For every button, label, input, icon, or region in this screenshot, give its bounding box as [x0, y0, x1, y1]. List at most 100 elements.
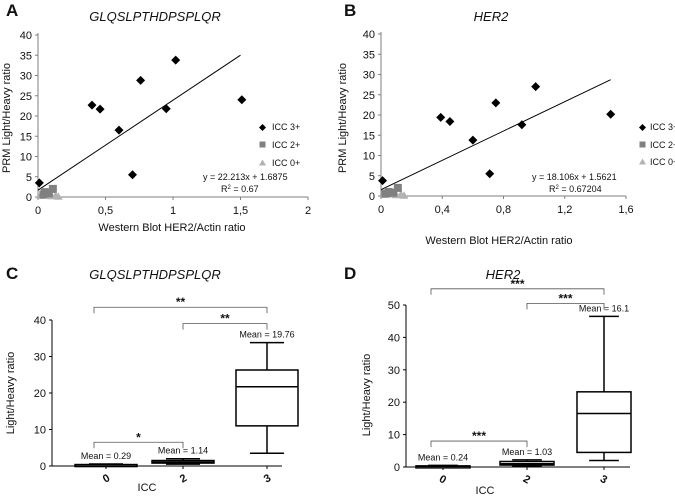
y-tick-label: 0	[40, 461, 46, 473]
significance-bracket	[93, 306, 268, 314]
panel-b-legend-icc2: ICC 2+	[650, 140, 675, 150]
panel-a-letter: A	[6, 1, 18, 20]
panel-b-points	[378, 82, 616, 199]
y-tick-label: 25	[20, 91, 32, 103]
x-tick-label: 0,4	[435, 204, 450, 216]
x-tick-label: 2	[521, 473, 532, 486]
panel-d-title: HER2	[486, 267, 521, 282]
panel-b-letter: B	[344, 1, 356, 20]
panel-d-y-ticks: 0 10 20 30 40 50	[388, 300, 406, 474]
panel-b-r2: R2 = 0.67204	[549, 184, 602, 194]
y-tick-label: 20	[34, 388, 46, 400]
data-point-icc0	[399, 191, 409, 199]
panel-d-significance: *** *** ***	[430, 277, 605, 448]
x-tick-label: 0	[101, 472, 112, 485]
data-point-icc3	[136, 75, 146, 85]
panel-c-means: Mean = 0.29 Mean = 1.14 Mean = 19.76	[81, 330, 295, 461]
y-tick-label: 0	[26, 192, 32, 204]
panel-a-trendline	[37, 54, 241, 191]
panel-d-letter: D	[344, 264, 356, 283]
panel-c-y-ticks: 0 10 20 30 40	[34, 315, 52, 473]
panel-b-legend-icc0: ICC 0+	[650, 157, 675, 167]
iqr-box	[576, 391, 632, 454]
panel-b-y-ticks: 0 5 10 15 20 25 30 35 40	[363, 29, 381, 203]
panel-c-x-ticks: 0 2 3	[101, 466, 273, 486]
y-tick-label: 40	[20, 30, 32, 42]
x-tick-label: 3	[598, 473, 609, 486]
panel-b-legend-icc3: ICC 3+	[650, 122, 675, 132]
mean-label: Mean = 0.29	[81, 451, 131, 461]
x-tick-label: 0	[35, 205, 41, 217]
panel-b: B HER2 0 5 10 15 20 25 30 35 40 0 0,4 0,8 1,2 1,6 PR…	[337, 1, 675, 247]
panel-c-boxes	[74, 341, 299, 468]
panel-b-equation: y = 18.106x + 1.5621	[532, 172, 617, 182]
significance-stars: **	[176, 295, 186, 309]
mean-label: Mean = 1.03	[502, 447, 552, 457]
panel-a-r2: R2 = 0.67	[221, 184, 259, 194]
y-tick-label: 10	[363, 151, 375, 163]
legend-square-icon	[259, 141, 266, 148]
data-point-icc0	[53, 192, 63, 200]
data-point-icc3	[95, 104, 105, 114]
panel-c-x-label: ICC	[138, 482, 157, 494]
mean-label: Mean = 1.14	[158, 446, 208, 456]
significance-bracket	[430, 440, 528, 448]
panel-b-x-ticks: 0 0,4 0,8 1,2 1,6	[378, 196, 634, 216]
panel-d-x-label: ICC	[476, 485, 495, 497]
x-tick-label: 1	[170, 205, 176, 217]
significance-stars: ***	[472, 429, 486, 443]
panel-b-y-label: PRM Light/Heavy ratio	[337, 63, 349, 173]
panel-a-y-label: PRM Light/Heavy ratio	[1, 63, 13, 173]
legend-square-icon	[639, 141, 646, 148]
data-point-icc3	[114, 125, 124, 135]
panel-d-x-ticks: 0 2 3	[437, 467, 609, 487]
data-point-icc3	[491, 98, 501, 108]
x-tick-label: 0,8	[496, 204, 511, 216]
panel-c-significance: *****	[93, 295, 268, 449]
significance-stars: *	[136, 430, 141, 444]
panel-b-trendline	[380, 79, 611, 191]
y-tick-label: 5	[369, 171, 375, 183]
panel-a-legend: ICC 3+ ICC 2+ ICC 0+	[259, 122, 300, 168]
y-tick-label: 30	[34, 352, 46, 364]
y-tick-label: 40	[34, 315, 46, 327]
y-tick-label: 35	[363, 49, 375, 61]
panel-a-x-label: Western Blot HER2/Actin ratio	[98, 222, 245, 234]
data-point-icc3	[517, 120, 527, 130]
data-point-icc3	[531, 82, 541, 92]
y-tick-label: 0	[394, 462, 400, 474]
data-point-icc3	[468, 135, 478, 145]
y-tick-label: 30	[363, 70, 375, 82]
panel-d-y-label: Light/Heavy ratio	[361, 354, 373, 437]
x-tick-label: 0,5	[98, 205, 113, 217]
panel-b-legend: ICC 3+ ICC 2+ ICC 0+	[639, 122, 675, 167]
y-tick-label: 25	[363, 90, 375, 102]
y-tick-label: 40	[388, 332, 400, 344]
significance-stars: ***	[510, 277, 524, 291]
panel-a-legend-icc0: ICC 0+	[272, 158, 300, 168]
y-tick-label: 30	[388, 365, 400, 377]
mean-label: Mean = 0.24	[418, 452, 468, 462]
legend-diamond-icon	[259, 124, 266, 131]
panel-c-letter: C	[6, 264, 18, 283]
y-tick-label: 0	[369, 191, 375, 203]
data-point-icc2	[389, 188, 398, 197]
panel-b-title: HER2	[474, 9, 509, 24]
data-point-icc3	[445, 116, 455, 126]
legend-triangle-icon	[639, 158, 646, 165]
y-tick-label: 15	[363, 130, 375, 142]
y-tick-label: 20	[388, 397, 400, 409]
data-point-icc3	[171, 55, 181, 65]
x-tick-label: 3	[262, 472, 273, 485]
significance-bracket	[93, 441, 184, 449]
panel-a-x-ticks: 0 0,5 1 1,5 2	[35, 197, 311, 217]
data-point-icc2	[48, 184, 57, 193]
x-tick-label: 0	[437, 473, 448, 486]
data-point-icc2	[39, 190, 48, 199]
data-point-icc3	[237, 95, 247, 105]
x-tick-label: 0	[378, 204, 384, 216]
data-point-icc3	[606, 109, 616, 119]
y-tick-label: 10	[34, 425, 46, 437]
legend-diamond-icon	[639, 124, 646, 131]
panel-a-legend-icc2: ICC 2+	[272, 140, 300, 150]
